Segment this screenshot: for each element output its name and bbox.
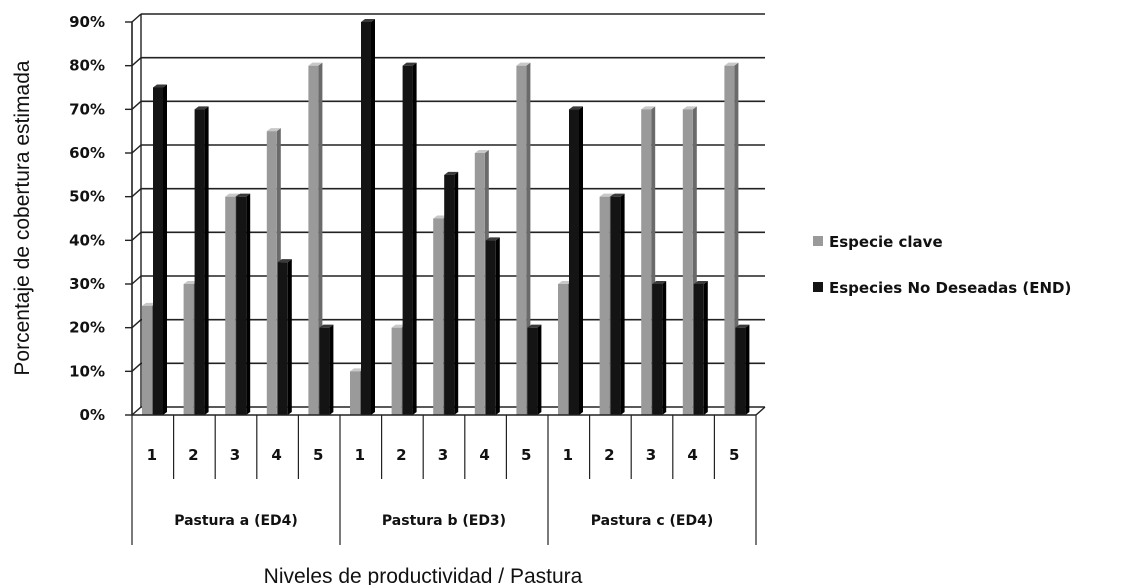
y-tick-label: 40% [69, 231, 105, 249]
y-tick-label: 50% [69, 188, 105, 206]
x-tick-label: 2 [188, 446, 198, 464]
gridline-diagonal [131, 188, 142, 198]
legend-label-especies-no-deseadas: Especies No Deseadas (END) [829, 279, 1071, 297]
gridline-diagonal [131, 57, 142, 67]
bar-especies-no-deseadas [319, 324, 334, 415]
y-axis-ticks: 0% 10% 20% 30% 40% 50% 60% 70% 80% 90% [69, 13, 132, 424]
x-group-label: Pastura c (ED4) [591, 513, 713, 529]
y-tick-label: 70% [69, 100, 105, 118]
x-tick-label: 3 [438, 446, 448, 464]
x-tick-label: 1 [147, 446, 157, 464]
gridline-diagonal [131, 319, 142, 329]
bar-especies-no-deseadas [277, 259, 292, 415]
y-tick-label: 60% [69, 144, 105, 162]
x-tick-label: 2 [604, 446, 614, 464]
gridline-diagonal [131, 406, 142, 416]
x-tick-label: 1 [563, 446, 573, 464]
x-tick-label: 5 [313, 446, 323, 464]
gridline-diagonal [131, 362, 142, 372]
bar-especies-no-deseadas [361, 19, 375, 415]
x-tick-label: 3 [230, 446, 240, 464]
x-tick-label: 3 [646, 446, 656, 464]
x-axis-groups: Pastura a (ED4) Pastura b (ED3) Pastura c … [131, 415, 757, 545]
x-tick-label: 5 [521, 446, 531, 464]
x-tick-label: 4 [271, 446, 281, 464]
bar-especies-no-deseadas [236, 193, 251, 415]
bar-especies-no-deseadas [652, 281, 667, 415]
bar-especies-no-deseadas [444, 171, 459, 415]
x-axis-title: Niveles de productividad / Pastura [264, 565, 583, 585]
x-tick-label: 4 [479, 446, 489, 464]
gridline-diagonal [131, 231, 142, 241]
x-tick-label: 5 [729, 446, 739, 464]
bar-especies-no-deseadas [569, 106, 583, 415]
gridline-diagonal [131, 13, 142, 23]
gridline-diagonal [131, 275, 142, 285]
bar-especies-no-deseadas [610, 193, 625, 415]
x-group-label: Pastura a (ED4) [174, 513, 298, 529]
floor-edge [755, 406, 766, 416]
legend: Especie clave Especies No Deseadas (END) [813, 233, 1071, 297]
x-tick-label: 4 [687, 446, 697, 464]
bars [142, 19, 750, 416]
bar-especies-no-deseadas [693, 281, 708, 415]
legend-swatch-especie-clave [813, 236, 823, 246]
y-tick-label: 10% [69, 362, 105, 380]
bar-especies-no-deseadas [485, 237, 500, 415]
legend-label-especie-clave: Especie clave [829, 233, 943, 251]
bar-especies-no-deseadas [194, 106, 209, 415]
bar-especies-no-deseadas [153, 84, 167, 415]
gridline-diagonal [131, 144, 142, 154]
gridline-diagonal [131, 100, 142, 110]
y-tick-label: 80% [69, 57, 105, 75]
x-tick-label: 2 [396, 446, 406, 464]
bar-especies-no-deseadas [527, 324, 542, 415]
y-axis-title: Porcentaje de cobertura estimada [11, 60, 34, 376]
legend-swatch-especies-no-deseadas [813, 282, 823, 292]
y-tick-label: 20% [69, 319, 105, 337]
bar-especies-no-deseadas [402, 62, 417, 416]
x-tick-label: 1 [355, 446, 365, 464]
x-group-label: Pastura b (ED3) [382, 513, 506, 529]
y-tick-label: 0% [80, 406, 105, 424]
y-tick-label: 30% [69, 275, 105, 293]
x-axis-ticks: 1 2 3 4 5 1 2 3 4 5 1 2 3 4 5 [147, 415, 739, 479]
axes [131, 14, 766, 416]
y-tick-label: 90% [69, 13, 105, 31]
bar-especies-no-deseadas [735, 324, 750, 415]
